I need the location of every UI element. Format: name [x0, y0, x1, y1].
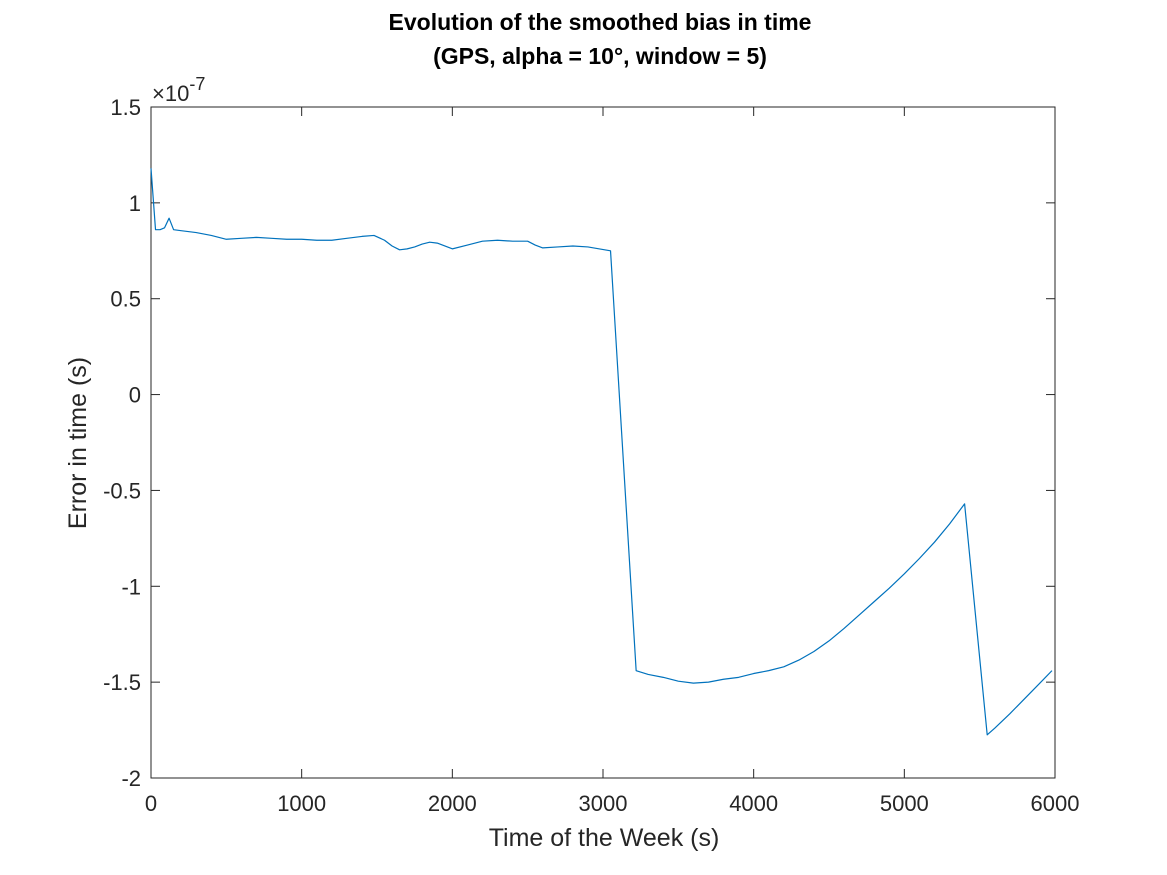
x-tick-label: 6000: [1031, 791, 1080, 816]
x-tick-label: 4000: [729, 791, 778, 816]
y-tick-label: -0.5: [103, 478, 141, 503]
y-exponent-base: ×10: [152, 81, 189, 106]
y-tick-label: 0.5: [110, 287, 141, 312]
y-axis-label: Error in time (s): [64, 357, 92, 529]
x-tick-label: 5000: [880, 791, 929, 816]
x-tick-label: 2000: [428, 791, 477, 816]
y-exponent-label: ×10-7: [152, 74, 205, 106]
plot-area: [150, 106, 1056, 779]
y-tick-labels: -2 -1.5 -1 -0.5 0 0.5 1 1.5: [103, 95, 141, 791]
tick-marks: [150, 106, 1056, 779]
x-axis-label: Time of the Week (s): [489, 824, 720, 852]
chart-title-line-2: (GPS, alpha = 10°, window = 5): [433, 43, 767, 69]
y-tick-label: 0: [129, 383, 141, 408]
y-tick-label: 1.5: [110, 95, 141, 120]
x-tick-label: 1000: [277, 791, 326, 816]
y-tick-label: -1.5: [103, 670, 141, 695]
y-exponent-power: -7: [189, 74, 205, 94]
y-tick-label: -2: [121, 766, 141, 791]
series-line: [150, 168, 1053, 736]
x-tick-label: 3000: [579, 791, 628, 816]
x-tick-label: 0: [145, 791, 157, 816]
y-tick-label: -1: [121, 574, 141, 599]
chart-title-line-1: Evolution of the smoothed bias in time: [389, 9, 812, 35]
y-tick-label: 1: [129, 191, 141, 216]
x-tick-labels: 0 1000 2000 3000 4000 5000 6000: [145, 791, 1080, 816]
